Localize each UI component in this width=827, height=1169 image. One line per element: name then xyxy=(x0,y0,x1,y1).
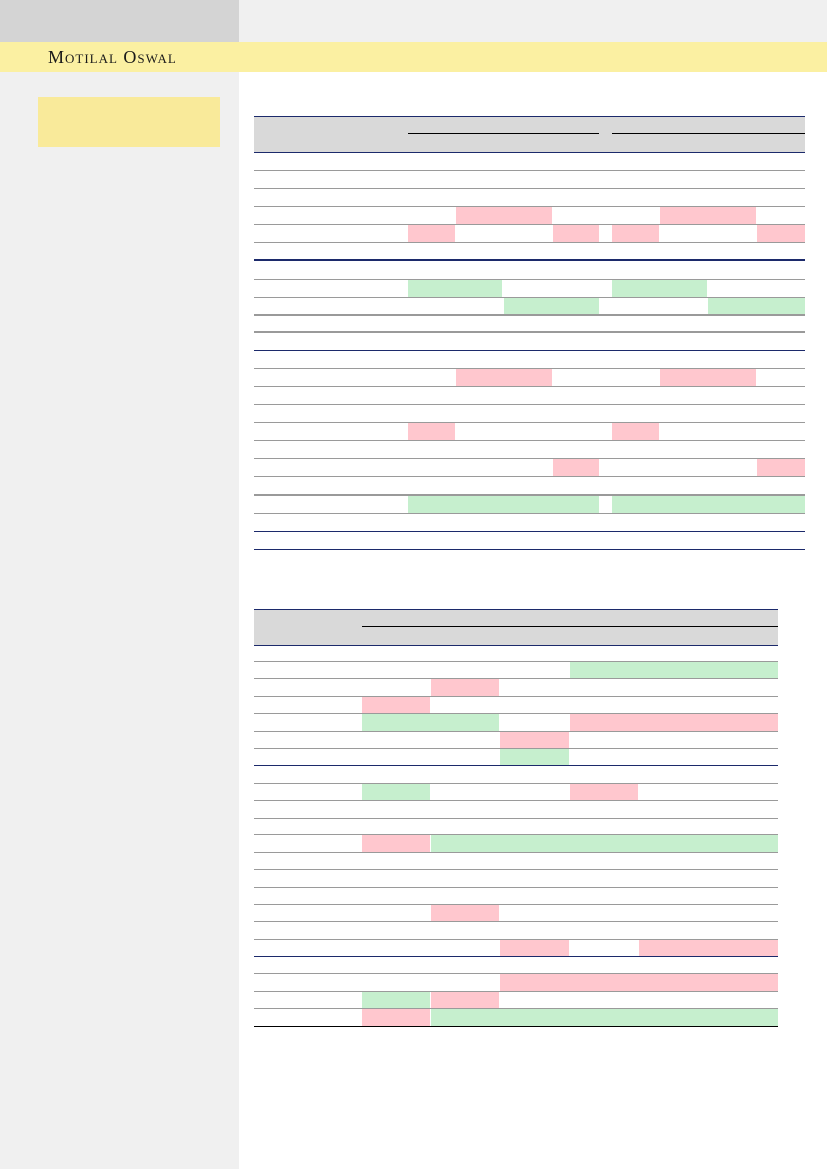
highlight-cell-negative xyxy=(408,423,455,440)
highlight-cell-negative xyxy=(431,992,499,1008)
table-row xyxy=(254,731,778,732)
highlight-cell-negative xyxy=(431,905,499,921)
brand-logo-text: Motilal Oswal xyxy=(48,47,177,67)
highlight-cell-negative xyxy=(362,1009,430,1026)
table-row xyxy=(254,748,778,749)
table-row xyxy=(254,440,805,441)
highlight-cell-negative xyxy=(570,784,638,800)
table-row xyxy=(254,818,778,819)
table-row xyxy=(254,869,778,870)
highlight-cell-negative xyxy=(612,423,659,440)
highlight-cell-negative xyxy=(456,369,552,386)
table-row xyxy=(254,368,805,369)
table-row xyxy=(254,973,778,974)
highlight-cell-negative xyxy=(362,697,430,713)
highlight-cell-positive xyxy=(570,662,778,678)
table-row xyxy=(254,852,778,853)
table-row xyxy=(254,279,805,280)
table-row xyxy=(254,476,805,477)
table-row xyxy=(254,991,778,992)
table-row xyxy=(254,834,778,835)
table-2-section-rule xyxy=(254,956,778,957)
table-row xyxy=(254,713,778,714)
table-row xyxy=(254,887,778,888)
table-1-header-rule xyxy=(254,152,805,153)
highlight-cell-negative xyxy=(500,732,569,748)
highlight-cell-negative xyxy=(757,459,805,476)
table-2-group-rule xyxy=(362,626,778,627)
table-1-bottom-rule xyxy=(254,549,805,550)
table-row xyxy=(254,921,778,922)
highlight-cell-negative xyxy=(456,207,552,225)
highlight-cell-negative xyxy=(612,225,659,242)
table-row xyxy=(254,678,778,679)
highlight-cell-positive xyxy=(362,714,499,731)
table-row xyxy=(254,314,805,316)
table-2-header-rule xyxy=(254,645,778,646)
table-2-section-rule xyxy=(254,765,778,766)
left-top-band xyxy=(0,0,239,42)
highlight-cell-negative xyxy=(570,714,778,731)
table-row xyxy=(254,170,805,171)
table-row xyxy=(254,1008,778,1009)
table-row xyxy=(254,458,805,459)
table-2-top-rule xyxy=(254,609,778,610)
table-row xyxy=(254,783,778,784)
table-row xyxy=(254,939,778,940)
table-1-group-rule-right xyxy=(612,133,805,134)
table-row xyxy=(254,386,805,387)
highlight-cell-negative xyxy=(660,369,756,386)
table-row xyxy=(254,242,805,243)
table-row xyxy=(254,206,805,207)
left-margin-panel xyxy=(0,0,239,1169)
highlight-cell-positive xyxy=(431,835,778,852)
brand-bar xyxy=(0,42,827,72)
table-row xyxy=(254,800,778,801)
highlight-cell-positive xyxy=(431,1009,778,1026)
table-1-header xyxy=(254,117,805,152)
highlight-cell-negative xyxy=(553,459,599,476)
table-row xyxy=(254,494,805,496)
table-row xyxy=(254,661,778,662)
right-top-band xyxy=(239,0,827,42)
highlight-cell-negative xyxy=(362,835,430,852)
table-row xyxy=(254,696,778,697)
table-row xyxy=(254,904,778,905)
highlight-cell-positive xyxy=(612,280,707,297)
highlight-cell-positive xyxy=(612,496,805,513)
highlight-cell-positive xyxy=(362,784,430,800)
highlight-cell-negative xyxy=(660,207,756,225)
highlight-cell-negative xyxy=(408,225,455,242)
table-1-group-rule-left xyxy=(408,133,599,134)
highlight-cell-negative xyxy=(500,974,778,991)
table-1-section-rule xyxy=(254,350,805,351)
table-1-section-rule xyxy=(254,259,805,261)
highlight-cell-positive xyxy=(500,749,569,765)
table-1-section-rule xyxy=(254,531,805,532)
highlight-cell-negative xyxy=(553,225,599,242)
highlight-cell-positive xyxy=(708,298,805,314)
highlight-cell-positive xyxy=(408,280,502,297)
table-row xyxy=(254,422,805,423)
table-row xyxy=(254,331,805,333)
sidebar-note-box xyxy=(38,97,220,147)
table-1-top-rule xyxy=(254,116,805,117)
table-row xyxy=(254,404,805,405)
highlight-cell-negative xyxy=(431,679,499,696)
table-row xyxy=(254,297,805,298)
highlight-cell-negative xyxy=(500,940,569,956)
highlight-cell-negative xyxy=(757,225,805,242)
table-2-bottom-rule xyxy=(254,1026,778,1027)
highlight-cell-negative xyxy=(639,940,778,956)
table-2-header xyxy=(254,610,778,645)
highlight-cell-positive xyxy=(362,992,430,1008)
table-row xyxy=(254,513,805,514)
highlight-cell-positive xyxy=(504,298,599,314)
table-row xyxy=(254,188,805,189)
table-row xyxy=(254,224,805,225)
highlight-cell-positive xyxy=(408,496,599,513)
